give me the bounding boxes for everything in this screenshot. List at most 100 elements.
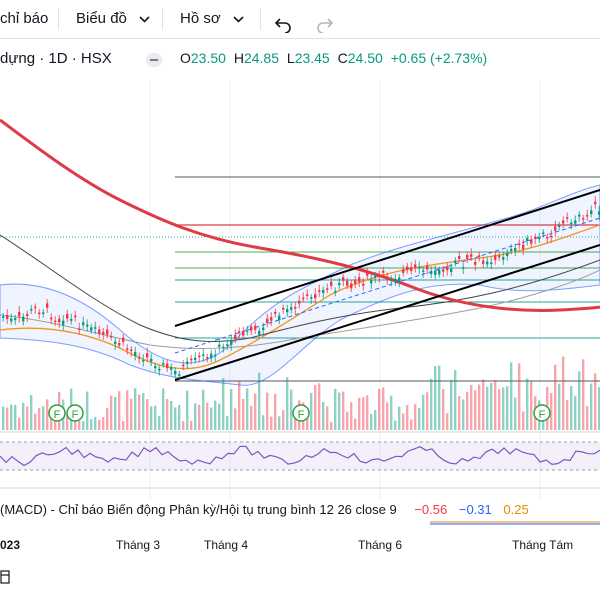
volume-bar	[442, 388, 445, 430]
f-marker[interactable]: F	[66, 404, 84, 422]
volume-bar	[370, 413, 373, 430]
volume-bar	[406, 404, 409, 430]
volume-bar	[18, 417, 21, 430]
macd-title[interactable]: (MACD) - Chỉ báo Biến động Phân kỳ/Hội t…	[0, 502, 397, 517]
volume-bar	[130, 398, 133, 430]
volume-bar	[110, 395, 113, 430]
volume-bar	[22, 402, 25, 430]
candle	[58, 318, 61, 323]
volume-bar	[218, 403, 221, 430]
candle	[534, 236, 537, 239]
candle	[338, 282, 341, 286]
undo-icon	[274, 18, 291, 34]
candle	[586, 215, 589, 217]
volume-bar	[66, 414, 69, 430]
f-marker[interactable]: F	[292, 404, 310, 422]
volume-bar	[310, 392, 313, 430]
volume-bar	[178, 405, 181, 430]
macd-pane	[430, 521, 600, 525]
top-toolbar: chỉ báo Biểu đồ Hồ sơ	[0, 0, 600, 39]
volume-bar	[510, 362, 513, 430]
axis-label-year: 023	[0, 538, 21, 552]
symbol-title[interactable]: dựng · 1D · HSX	[0, 50, 112, 67]
candle	[202, 354, 205, 356]
candle	[326, 288, 329, 290]
candle	[306, 294, 309, 296]
volume-bar	[454, 369, 457, 430]
candle	[394, 278, 397, 282]
volume-bar	[422, 394, 425, 430]
profile-button[interactable]: Hồ sơ	[180, 0, 244, 38]
volume-bar	[566, 400, 569, 430]
volume-bar	[282, 410, 285, 430]
volume-bar	[86, 391, 89, 430]
volume-bar	[382, 387, 385, 430]
candle	[322, 289, 325, 293]
volume-bar	[194, 403, 197, 430]
candle	[330, 281, 333, 286]
undo-button[interactable]	[274, 10, 292, 34]
candle	[242, 331, 245, 336]
volume-bar	[490, 383, 493, 430]
candle	[146, 353, 149, 358]
volume-bar	[318, 383, 321, 430]
calendar-icon[interactable]	[0, 568, 10, 586]
volume-bar	[486, 386, 489, 430]
volume-bar	[250, 405, 253, 430]
candle	[570, 222, 573, 225]
candle	[398, 277, 401, 283]
candle	[218, 344, 221, 347]
candle	[450, 268, 453, 272]
axis-label-month: Tháng 3	[116, 538, 161, 552]
candle	[422, 270, 425, 272]
volume-bar	[414, 404, 417, 430]
candle	[198, 355, 201, 358]
candle	[542, 232, 545, 235]
candle	[402, 269, 405, 273]
candle	[562, 220, 565, 224]
volume-bar	[506, 386, 509, 430]
templates-button[interactable]: Biểu đồ	[76, 0, 150, 38]
f-marker[interactable]: F	[533, 404, 551, 422]
candle	[438, 269, 441, 275]
volume-bar	[94, 416, 97, 430]
candle	[290, 307, 293, 310]
redo-button[interactable]	[316, 10, 334, 34]
volume-bar	[482, 379, 485, 430]
volume-bar	[418, 407, 421, 430]
indicators-label: chỉ báo	[0, 10, 49, 27]
volume-bar	[134, 388, 137, 430]
candle	[434, 270, 437, 275]
volume-bar	[154, 405, 157, 430]
volume-bar	[106, 407, 109, 430]
candle	[126, 348, 129, 350]
volume-bar	[142, 392, 145, 430]
volume-bar	[386, 402, 389, 430]
volume-bars	[2, 356, 600, 430]
volume-bar	[590, 383, 593, 430]
toolbar-divider	[260, 8, 261, 30]
volume-bar	[522, 411, 525, 430]
axis-label-month: Tháng 4	[204, 538, 249, 552]
indicators-button[interactable]: chỉ báo	[0, 0, 48, 38]
candle	[106, 329, 109, 335]
volume-bar	[366, 395, 369, 430]
volume-bar	[174, 407, 177, 430]
candle	[158, 368, 161, 371]
volume-bar	[346, 411, 349, 430]
candle	[102, 331, 105, 335]
volume-bar	[502, 387, 505, 430]
candle	[162, 363, 165, 365]
candle	[38, 312, 41, 315]
volume-bar	[478, 384, 481, 430]
volume-bar	[26, 406, 29, 430]
volume-bar	[462, 399, 465, 430]
candle	[446, 266, 449, 271]
f-marker[interactable]: F	[48, 404, 66, 422]
candle	[370, 280, 373, 284]
candle	[294, 307, 297, 309]
hide-icon[interactable]	[146, 53, 162, 67]
price-chart[interactable]: F F F F	[0, 80, 600, 500]
time-axis[interactable]: 023 Tháng 3 Tháng 4 Tháng 6 Tháng Tám	[0, 536, 600, 558]
volume-bar	[162, 388, 165, 430]
